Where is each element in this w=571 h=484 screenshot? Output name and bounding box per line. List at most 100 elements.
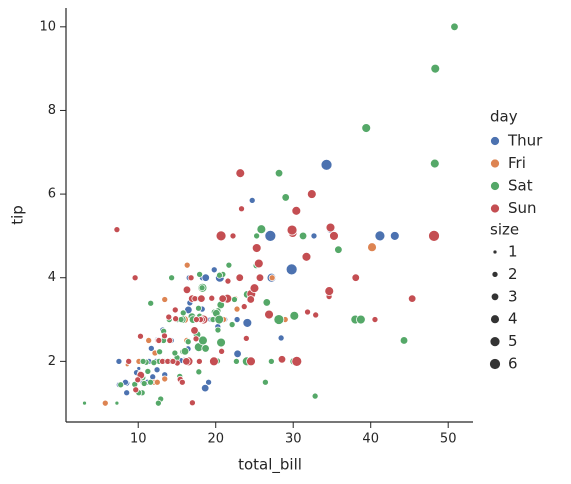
point bbox=[264, 230, 277, 242]
point bbox=[144, 367, 152, 375]
point bbox=[201, 383, 210, 393]
point bbox=[310, 232, 318, 240]
point bbox=[134, 376, 142, 384]
legend-marker bbox=[490, 203, 500, 214]
point bbox=[153, 378, 161, 386]
point bbox=[198, 284, 206, 292]
legend-label: Sat bbox=[508, 177, 533, 195]
point bbox=[289, 310, 300, 321]
point bbox=[188, 399, 196, 407]
point bbox=[147, 344, 155, 352]
size-legend-marker bbox=[492, 249, 498, 255]
point bbox=[165, 313, 173, 321]
point bbox=[215, 230, 227, 242]
point bbox=[235, 273, 244, 282]
point bbox=[115, 357, 123, 365]
point bbox=[430, 63, 441, 74]
point bbox=[264, 309, 274, 320]
point bbox=[320, 158, 333, 171]
point bbox=[390, 231, 400, 241]
point bbox=[274, 169, 284, 178]
point bbox=[179, 309, 187, 317]
point bbox=[209, 356, 219, 367]
point bbox=[229, 232, 237, 240]
point bbox=[190, 326, 199, 335]
x-axis-label: total_bill bbox=[238, 456, 302, 475]
point bbox=[311, 392, 319, 400]
point bbox=[139, 357, 147, 365]
point bbox=[114, 400, 120, 406]
point bbox=[161, 375, 169, 383]
point bbox=[218, 294, 227, 303]
point bbox=[153, 366, 161, 374]
legend-label: Fri bbox=[508, 154, 526, 172]
point bbox=[156, 348, 164, 356]
legend-label: Sun bbox=[508, 199, 537, 217]
y-tick-label: 4 bbox=[48, 270, 56, 285]
point bbox=[399, 336, 409, 345]
point bbox=[161, 332, 168, 340]
point bbox=[307, 189, 317, 199]
size-legend-marker bbox=[490, 292, 500, 301]
point bbox=[208, 294, 216, 302]
point bbox=[184, 338, 192, 346]
x-tick-label: 20 bbox=[207, 432, 224, 447]
point bbox=[298, 231, 308, 241]
point bbox=[268, 274, 276, 282]
point bbox=[277, 355, 287, 364]
point bbox=[195, 368, 203, 376]
point bbox=[132, 386, 140, 394]
point bbox=[361, 123, 372, 133]
point bbox=[254, 258, 264, 269]
point bbox=[218, 347, 226, 355]
point bbox=[324, 286, 335, 296]
point bbox=[172, 315, 180, 323]
y-tick-label: 6 bbox=[48, 187, 56, 202]
point bbox=[233, 349, 242, 359]
point bbox=[374, 230, 386, 242]
point bbox=[356, 314, 366, 325]
point bbox=[291, 356, 303, 367]
size-legend-marker bbox=[489, 336, 501, 347]
point bbox=[197, 294, 206, 303]
point bbox=[171, 349, 179, 357]
point bbox=[147, 299, 155, 307]
point bbox=[367, 242, 377, 253]
point bbox=[242, 334, 250, 342]
point bbox=[304, 308, 311, 316]
point bbox=[205, 378, 212, 386]
point bbox=[101, 399, 109, 407]
point bbox=[216, 271, 223, 279]
point bbox=[450, 22, 459, 31]
point bbox=[428, 230, 440, 242]
point bbox=[233, 305, 241, 313]
point bbox=[150, 359, 158, 367]
point bbox=[216, 337, 226, 348]
point bbox=[407, 294, 417, 303]
y-tick-label: 10 bbox=[39, 19, 56, 34]
x-tick-label: 50 bbox=[440, 432, 457, 447]
size-legend-label: 2 bbox=[508, 265, 518, 283]
point bbox=[192, 335, 200, 343]
point bbox=[140, 380, 148, 387]
point bbox=[246, 356, 256, 367]
point bbox=[117, 381, 125, 389]
point bbox=[231, 296, 238, 303]
size-legend-marker bbox=[490, 314, 500, 325]
size-legend-title: size bbox=[490, 221, 519, 239]
point bbox=[183, 261, 191, 269]
point bbox=[195, 357, 203, 365]
point bbox=[195, 304, 202, 312]
point bbox=[242, 318, 253, 328]
point bbox=[255, 273, 265, 282]
point bbox=[240, 303, 248, 310]
point bbox=[191, 295, 199, 303]
point bbox=[233, 316, 241, 323]
point bbox=[182, 357, 191, 366]
point bbox=[371, 316, 379, 323]
point bbox=[166, 337, 174, 344]
legend-title: day bbox=[490, 108, 518, 126]
point bbox=[137, 332, 144, 340]
point bbox=[201, 344, 210, 353]
point bbox=[147, 378, 154, 386]
